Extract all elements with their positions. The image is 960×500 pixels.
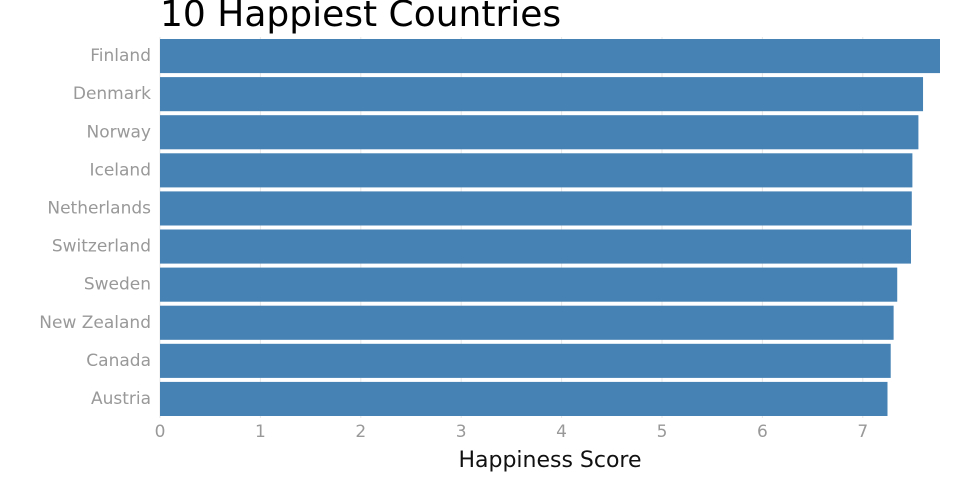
bar	[160, 229, 911, 264]
y-tick-label: Canada	[86, 351, 151, 371]
bar	[160, 77, 924, 112]
bar	[160, 39, 940, 74]
y-tick-label: New Zealand	[39, 313, 151, 333]
x-tick-label: 4	[556, 422, 567, 442]
y-tick-label: Iceland	[89, 160, 151, 180]
bar	[160, 305, 894, 340]
bar	[160, 381, 888, 416]
bar	[160, 191, 912, 226]
bar	[160, 343, 891, 378]
y-tick-label: Finland	[90, 46, 151, 66]
bar	[160, 267, 898, 302]
bar	[160, 115, 919, 150]
y-tick-label: Austria	[91, 389, 151, 409]
x-tick-label: 6	[757, 422, 768, 442]
x-tick-label: 1	[255, 422, 266, 442]
x-axis-title: Happiness Score	[458, 448, 641, 473]
y-tick-label: Denmark	[73, 84, 151, 104]
x-tick-label: 7	[857, 422, 868, 442]
y-tick-label: Netherlands	[47, 198, 151, 218]
x-tick-label: 3	[456, 422, 467, 442]
x-tick-label: 0	[155, 422, 166, 442]
y-tick-label: Sweden	[84, 275, 151, 295]
x-tick-label: 5	[657, 422, 668, 442]
bar	[160, 153, 913, 188]
y-tick-label: Norway	[87, 122, 152, 142]
x-tick-label: 2	[355, 422, 366, 442]
chart-title: 10 Happiest Countries	[160, 0, 561, 35]
y-tick-label: Switzerland	[52, 237, 151, 257]
